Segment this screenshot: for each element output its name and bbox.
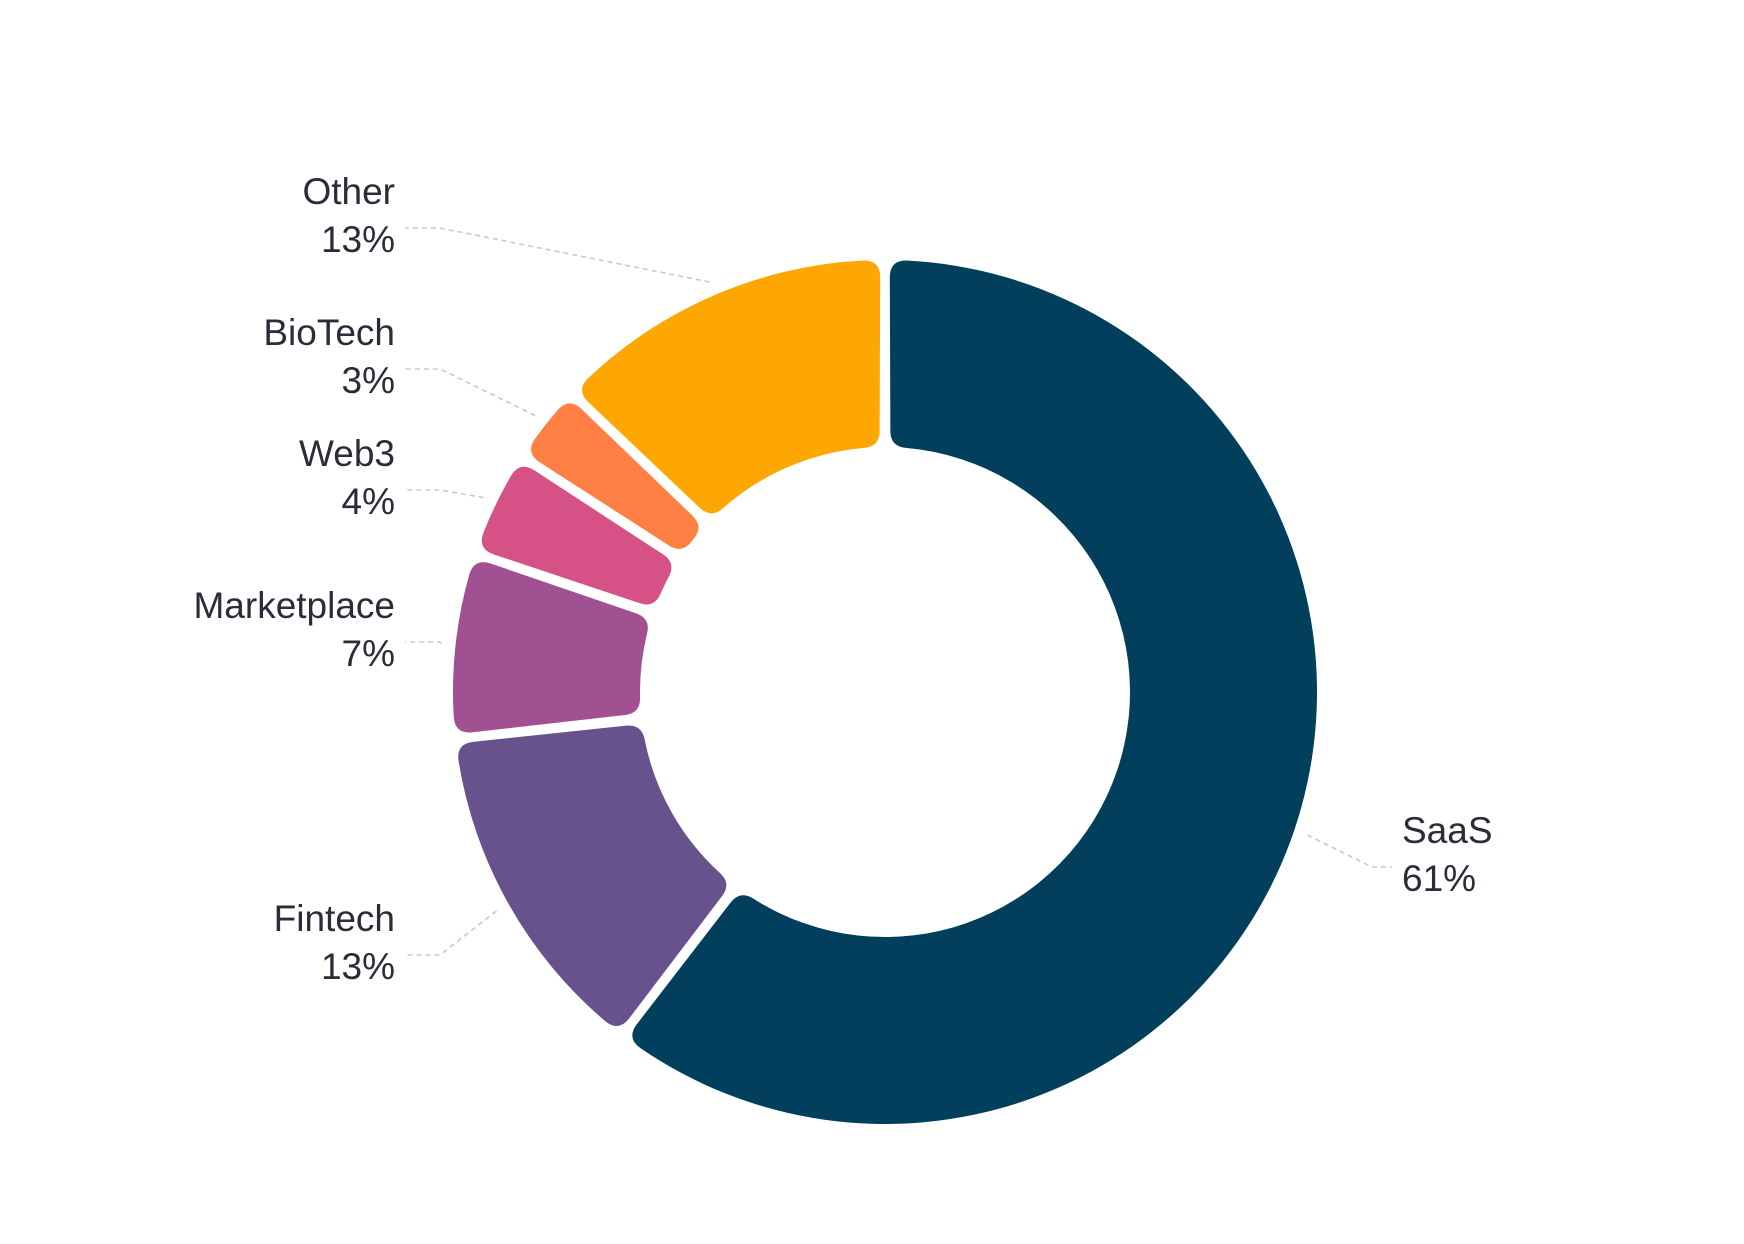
label-value-other: 13% xyxy=(321,219,395,260)
label-value-saas: 61% xyxy=(1402,858,1476,899)
slice-web3 xyxy=(481,466,672,605)
leader-fintech xyxy=(405,910,497,956)
leader-web3 xyxy=(405,489,484,499)
label-value-fintech: 13% xyxy=(321,946,395,987)
label-saas: SaaS 61% xyxy=(1402,810,1493,899)
label-web3: Web3 4% xyxy=(299,433,395,522)
leader-marketplace xyxy=(405,641,443,645)
label-name-biotech: BioTech xyxy=(263,312,395,353)
label-name-web3: Web3 xyxy=(299,433,395,474)
label-name-fintech: Fintech xyxy=(274,898,395,939)
slice-marketplace xyxy=(453,562,648,733)
label-value-web3: 4% xyxy=(342,481,395,522)
leader-lines xyxy=(405,227,1392,956)
donut-slices xyxy=(453,260,1317,1125)
label-name-other: Other xyxy=(302,171,395,212)
label-marketplace: Marketplace 7% xyxy=(193,585,395,674)
slice-other xyxy=(582,260,881,514)
leader-biotech xyxy=(405,368,536,417)
label-value-biotech: 3% xyxy=(342,360,395,401)
label-name-saas: SaaS xyxy=(1402,810,1493,851)
label-value-marketplace: 7% xyxy=(342,633,395,674)
slice-biotech xyxy=(531,403,699,549)
label-fintech: Fintech 13% xyxy=(274,898,395,987)
label-other: Other 13% xyxy=(302,171,395,260)
leader-saas xyxy=(1307,834,1392,868)
label-name-marketplace: Marketplace xyxy=(193,585,395,626)
slice-saas xyxy=(632,260,1317,1125)
leader-other xyxy=(405,227,710,283)
slice-labels: SaaS 61% Fintech 13% Marketplace 7% Web3 4% BioT… xyxy=(193,171,1492,987)
label-biotech: BioTech 3% xyxy=(263,312,395,401)
slice-fintech xyxy=(458,725,727,1027)
